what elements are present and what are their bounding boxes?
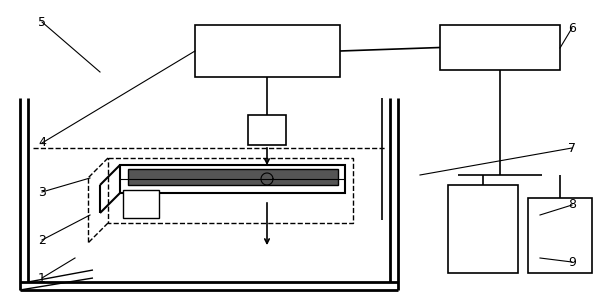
- Text: 9: 9: [568, 255, 576, 268]
- Bar: [195, 25, 340, 77]
- Text: 7: 7: [568, 142, 576, 155]
- Bar: [120, 165, 345, 193]
- Text: 5: 5: [38, 16, 46, 29]
- Text: 6: 6: [568, 22, 576, 35]
- Bar: [440, 25, 560, 70]
- Bar: [108, 158, 353, 223]
- Bar: [123, 190, 159, 218]
- Text: 8: 8: [568, 199, 576, 212]
- Text: 4: 4: [38, 137, 46, 150]
- Bar: [448, 185, 518, 273]
- Bar: [528, 198, 592, 273]
- Bar: [248, 115, 286, 145]
- Text: 1: 1: [38, 271, 46, 284]
- Text: 2: 2: [38, 234, 46, 247]
- Bar: [128, 169, 338, 185]
- Text: 3: 3: [38, 186, 46, 199]
